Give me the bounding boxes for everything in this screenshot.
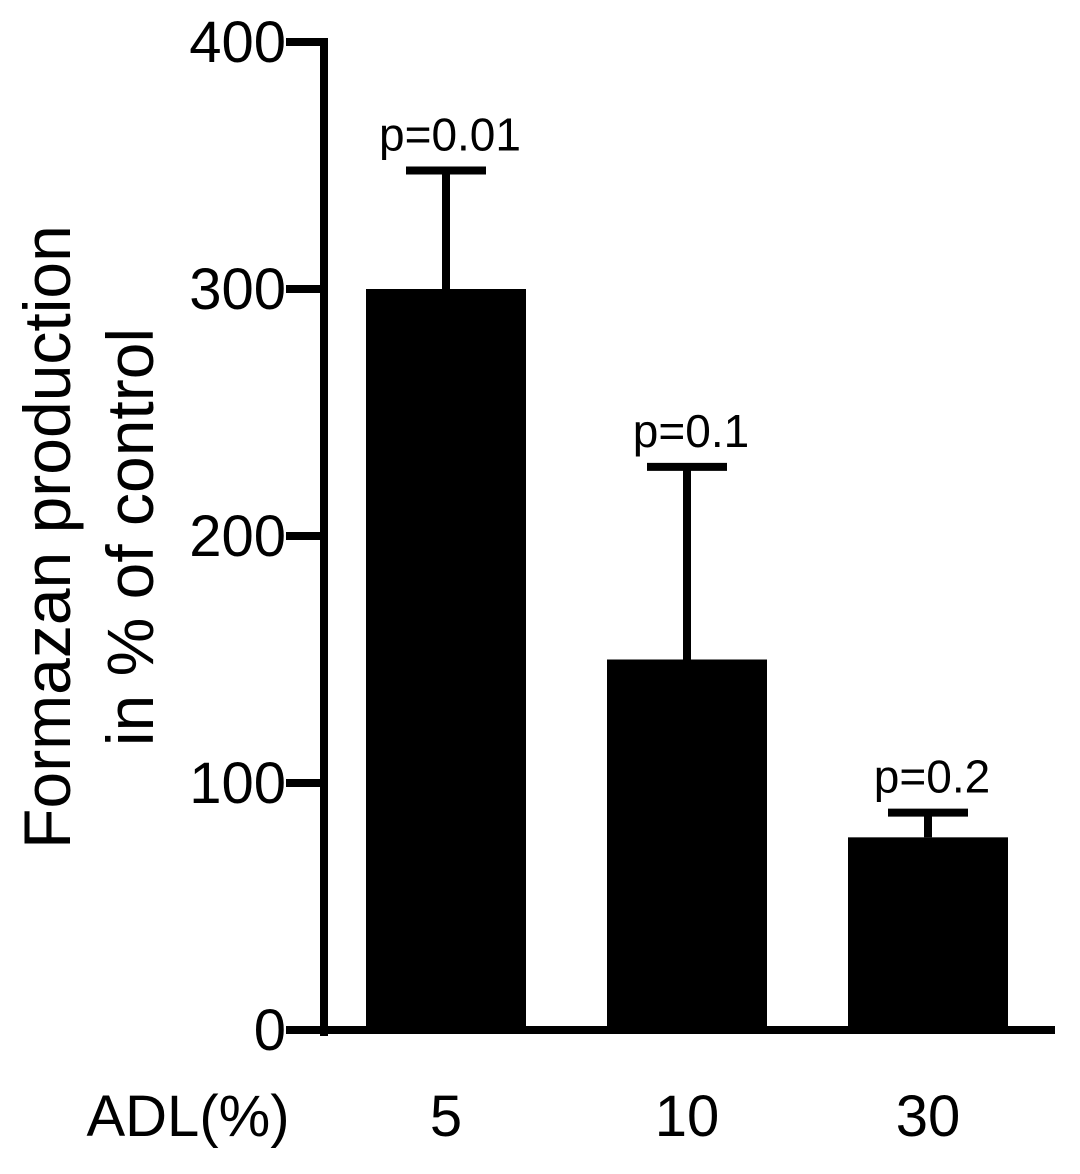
y-axis-title: Formazan production in % of control	[10, 225, 167, 849]
y-axis-title-line2: in % of control	[93, 328, 167, 746]
y-axis-title-line1: Formazan production	[10, 225, 84, 849]
bars	[366, 289, 1008, 1030]
y-tick-label: 0	[254, 998, 286, 1063]
x-axis-prefix-label: ADL(%)	[86, 1084, 289, 1149]
bar-10	[607, 659, 767, 1030]
bar-5	[366, 289, 526, 1030]
y-tick-label: 100	[189, 751, 286, 816]
y-ticks: 0 100 200 300 400	[189, 10, 324, 1063]
p-value-label: p=0.01	[379, 108, 521, 160]
p-value-label: p=0.1	[633, 405, 749, 457]
y-tick-label: 400	[189, 10, 286, 75]
x-tick-label: 30	[896, 1084, 961, 1149]
y-tick-label: 300	[189, 257, 286, 322]
p-value-label: p=0.2	[874, 751, 990, 803]
p-value-annotations: p=0.01 p=0.1 p=0.2	[379, 108, 990, 802]
x-tick-label: 5	[430, 1084, 462, 1149]
x-tick-label: 10	[655, 1084, 720, 1149]
y-tick-label: 200	[189, 504, 286, 569]
error-bars	[406, 166, 968, 838]
x-tick-labels: ADL(%) 5 10 30	[86, 1084, 960, 1149]
bar-30	[848, 837, 1008, 1030]
